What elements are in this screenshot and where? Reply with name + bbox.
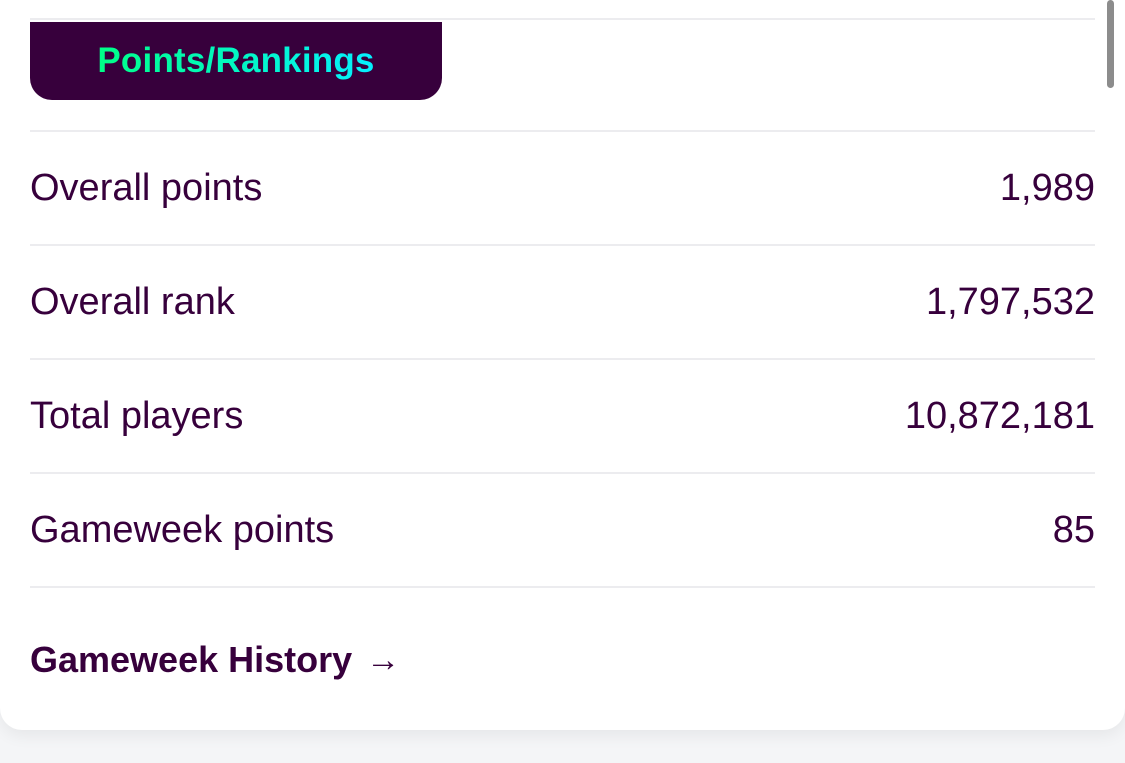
divider (30, 358, 1095, 360)
overall-rank-value: 1,797,532 (925, 280, 1095, 323)
arrow-right-icon: → (366, 640, 401, 679)
total-players-label: Total players (30, 394, 244, 437)
gameweek-points-value: 85 (1052, 508, 1095, 551)
divider (30, 472, 1095, 474)
overall-points-value: 1,989 (999, 166, 1095, 209)
points-rankings-card: Points/Rankings Overall points 1,989 Ove… (0, 0, 1125, 730)
gameweek-history-link[interactable]: Gameweek History → (30, 634, 400, 686)
stat-row-overall-points: Overall points 1,989 (30, 132, 1095, 244)
vertical-scrollbar[interactable] (1107, 0, 1114, 88)
divider (30, 586, 1095, 588)
total-players-value: 10,872,181 (904, 394, 1095, 437)
divider (30, 130, 1095, 132)
overall-rank-label: Overall rank (30, 280, 235, 323)
overall-points-label: Overall points (30, 166, 263, 209)
gameweek-history-label: Gameweek History (30, 639, 353, 680)
points-rankings-heading-label: Points/Rankings (97, 41, 375, 80)
stats-list: Overall points 1,989 Overall rank 1,797,… (30, 130, 1095, 588)
stat-row-overall-rank: Overall rank 1,797,532 (30, 246, 1095, 358)
top-divider (30, 18, 1095, 20)
stat-row-total-players: Total players 10,872,181 (30, 360, 1095, 472)
stat-row-gameweek-points: Gameweek points 85 (30, 474, 1095, 586)
points-rankings-heading: Points/Rankings (30, 22, 442, 100)
divider (30, 244, 1095, 246)
gameweek-points-label: Gameweek points (30, 508, 335, 551)
